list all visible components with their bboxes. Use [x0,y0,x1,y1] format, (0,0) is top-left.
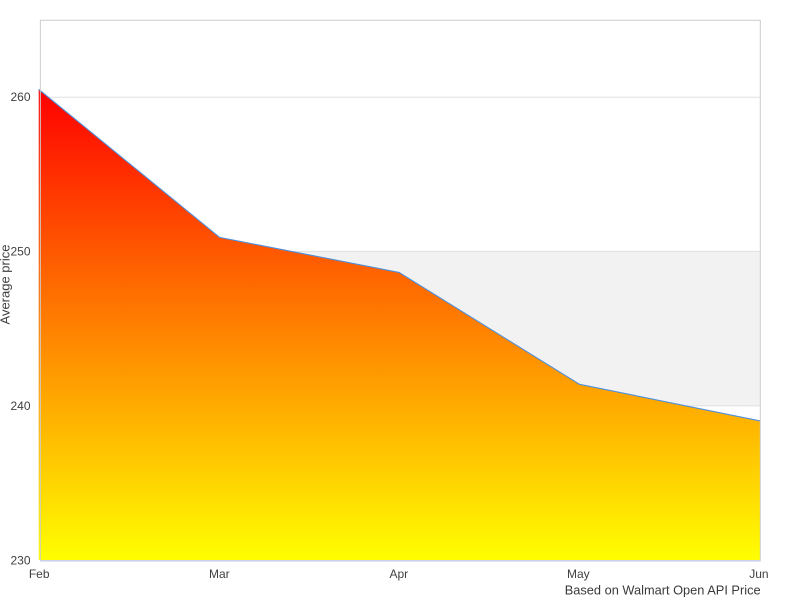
svg-text:250: 250 [10,245,30,259]
svg-text:Apr: Apr [389,567,408,581]
svg-text:May: May [567,567,590,581]
svg-text:260: 260 [10,90,30,104]
svg-text:240: 240 [10,399,30,413]
svg-text:Mar: Mar [209,567,230,581]
svg-text:Jun: Jun [749,567,768,581]
svg-text:230: 230 [10,554,30,568]
svg-text:Feb: Feb [29,567,50,581]
svg-text:Based on Walmart Open API Pric: Based on Walmart Open API Price [565,582,761,597]
svg-text:Average price: Average price [0,245,13,325]
